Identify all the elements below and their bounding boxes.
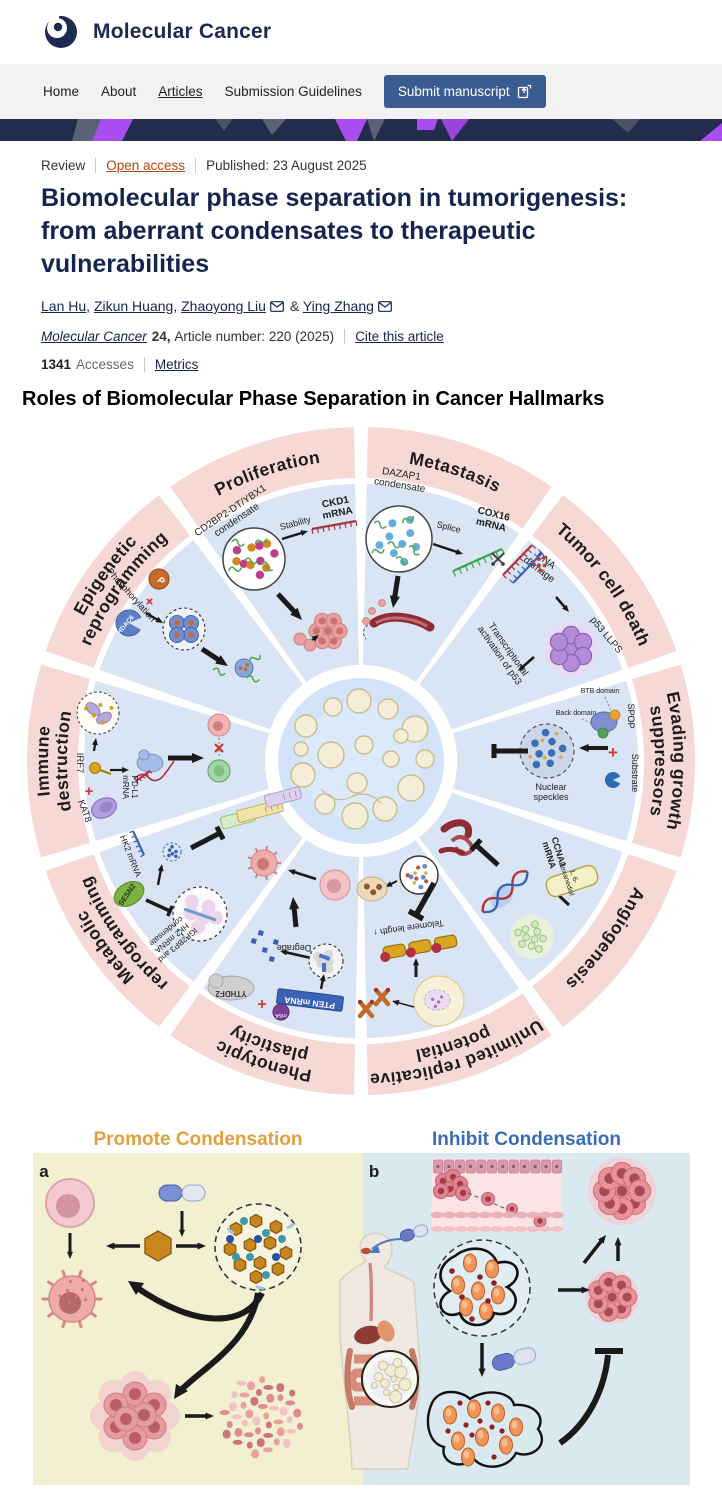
annotation: YTHDF2 (215, 989, 247, 998)
divider (195, 158, 197, 173)
segment-label: destruction (51, 709, 75, 813)
panel-a-label: a (39, 1162, 49, 1181)
author-link[interactable]: Zhaoyong Liu (181, 298, 266, 314)
annotation: + (608, 743, 618, 762)
annotation: PD-L1mRNA (121, 775, 139, 799)
accesses-count: 1341 (41, 357, 72, 372)
scene-unlimited-replicative-potential: Telomere length ↑ (356, 855, 465, 1027)
annotation: m6A (275, 1012, 287, 1018)
submit-manuscript-icon (517, 84, 531, 99)
annotation: BTB domain (581, 688, 620, 695)
divider (95, 158, 97, 173)
annotation: Back domain (556, 710, 597, 717)
citation-row: Molecular Cancer 24, Article number: 220… (41, 329, 681, 344)
nav-articles[interactable]: Articles (158, 84, 203, 99)
journal-header: Molecular Cancer (0, 0, 722, 64)
panel-b-label: b (369, 1162, 379, 1181)
panel-b-scene (426, 1157, 656, 1468)
center-condensate (265, 665, 457, 857)
journal-link[interactable]: Molecular Cancer (41, 329, 147, 344)
email-icon (270, 301, 284, 312)
annotation: Degrade (277, 943, 312, 953)
drug-capsule-icon (491, 1347, 537, 1371)
article-meta-row: Review Open access Published: 23 August … (41, 158, 681, 173)
figure1-title: Roles of Biomolecular Phase Separation i… (22, 388, 605, 410)
article-number: Article number: 220 (2025) (174, 329, 335, 344)
journal-title: Molecular Cancer (93, 20, 272, 43)
published-date: Published: 23 August 2025 (206, 158, 367, 173)
annotation: Nuclear speckles (533, 782, 569, 802)
accesses-label: Accesses (76, 357, 134, 372)
volume: 24, (151, 329, 171, 344)
drug-capsule-icon (399, 1224, 429, 1242)
site-nav: Home About Articles Submission Guideline… (0, 64, 722, 119)
figure-condensation-therapy[interactable]: Promote Condensation Inhibit Condensatio… (0, 1129, 722, 1492)
nav-home[interactable]: Home (43, 84, 80, 99)
author-link[interactable]: Ying Zhang (302, 298, 374, 314)
figure-hallmarks-wheel[interactable]: Roles of Biomolecular Phase Separation i… (16, 388, 706, 1111)
panel-a-scene (41, 1178, 303, 1461)
metrics-row: 1341 Accesses Metrics (41, 357, 681, 372)
cite-this-article-link[interactable]: Cite this article (355, 329, 444, 344)
annotation: + (257, 995, 266, 1012)
journal-logo[interactable] (41, 12, 81, 52)
submit-manuscript-button[interactable]: Submit manuscript (383, 75, 546, 108)
human-body-illustration (339, 1224, 429, 1470)
nav-about[interactable]: About (101, 84, 137, 99)
figure2-titles: Promote Condensation Inhibit Condensatio… (0, 1129, 722, 1151)
article-type: Review (41, 158, 86, 173)
author-list: Lan Hu, Zikun Huang, Zhaoyong Liu & Ying… (41, 298, 681, 314)
divider (344, 329, 346, 344)
drug-capsule-icon (158, 1184, 206, 1202)
open-access-link[interactable]: Open access (106, 158, 186, 173)
annotation: + (85, 783, 94, 800)
author-link[interactable]: Zikun Huang (93, 298, 174, 314)
author-link[interactable]: Lan Hu (41, 298, 87, 314)
promote-condensation-title: Promote Condensation (93, 1129, 303, 1150)
hallmarks-wheel-canvas: Metastasis Tumor cell death Evading growth… (16, 411, 706, 1111)
article-title: Biomolecular phase separation in tumorig… (41, 184, 628, 278)
divider (143, 357, 145, 372)
decorative-banner (0, 119, 722, 141)
email-icon (378, 301, 392, 312)
nav-submission-guidelines[interactable]: Submission Guidelines (224, 84, 362, 99)
annotation: Substrate (630, 754, 640, 793)
annotation: SPOP (626, 703, 636, 728)
article-header: Review Open access Published: 23 August … (0, 141, 722, 372)
inhibit-condensation-title: Inhibit Condensation (432, 1129, 621, 1150)
cell-cluster (308, 612, 348, 650)
segment-label: Immune (32, 725, 54, 798)
annotation: IRF7 (74, 753, 85, 774)
metrics-link[interactable]: Metrics (154, 357, 199, 372)
scene-evading-growth-suppressors: BTB domain SPOP Back domain + Substrate Nucle… (491, 688, 640, 802)
submit-manuscript-label: Submit manuscript (397, 84, 510, 99)
